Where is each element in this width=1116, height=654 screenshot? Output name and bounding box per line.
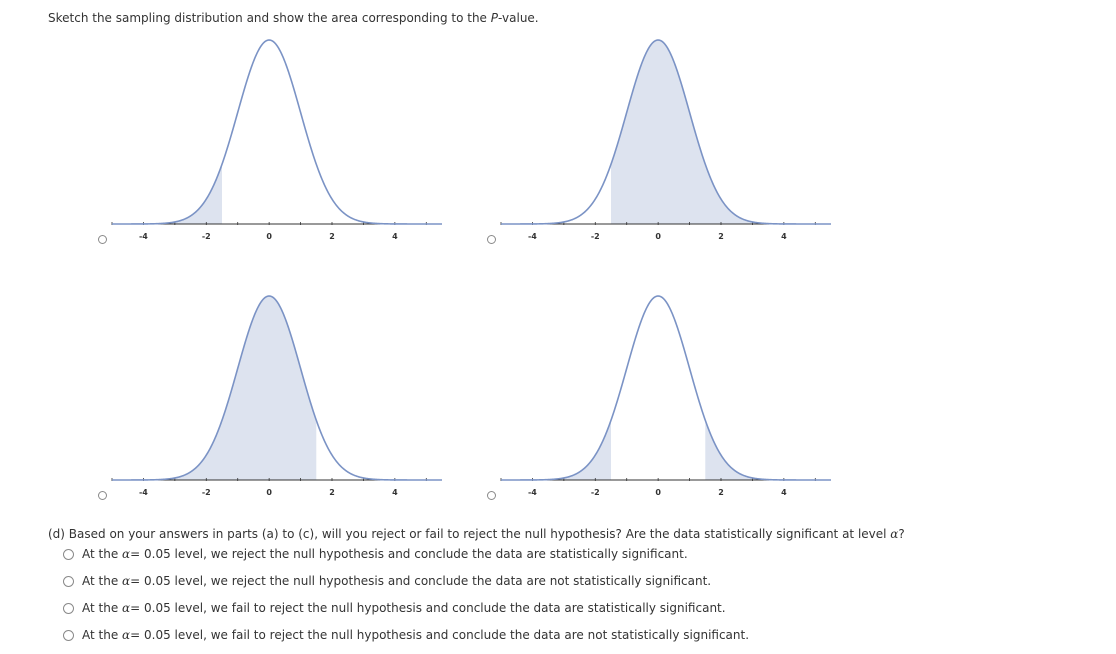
option-text-pre: At the (82, 628, 119, 642)
option-alpha: α (122, 601, 131, 615)
graph-option-b-radio[interactable] (487, 235, 496, 244)
option-text-pre: At the (82, 601, 119, 615)
option-text-post: = 0.05 level, we fail to reject the null… (130, 601, 726, 615)
question-d: (d) Based on your answers in parts (a) t… (48, 527, 905, 541)
tick-label: -4 (139, 488, 148, 497)
tick-label: 4 (392, 488, 398, 497)
answer-option-2[interactable]: At the α = 0.05 level, we reject the nul… (63, 574, 711, 588)
instruction-prefix: Sketch the sampling distribution and sho… (48, 11, 491, 25)
shaded-area (611, 40, 831, 224)
tick-label: -2 (591, 232, 600, 241)
tick-label: -4 (139, 232, 148, 241)
tick-label: 0 (266, 232, 272, 241)
question-end: ? (898, 527, 905, 541)
shaded-area (501, 420, 611, 480)
shaded-area (112, 296, 317, 480)
tick-label: -2 (202, 232, 211, 241)
shaded-area (705, 420, 831, 480)
graph-option-c-radio[interactable] (98, 491, 107, 500)
option-text-post: = 0.05 level, we reject the null hypothe… (130, 547, 688, 561)
answer-radio-1[interactable] (63, 548, 74, 560)
tick-label: 4 (781, 488, 787, 497)
tick-label: -4 (528, 488, 537, 497)
tick-label: 0 (266, 488, 272, 497)
shaded-area (112, 164, 222, 224)
tick-label: 4 (781, 232, 787, 241)
option-text-pre: At the (82, 547, 119, 561)
tick-label: 2 (329, 488, 335, 497)
distribution-graph-a: -4 -2 0 2 4 (111, 39, 442, 241)
answer-radio-2[interactable] (63, 575, 74, 587)
option-alpha: α (122, 628, 131, 642)
tick-label: 2 (329, 232, 335, 241)
question-text: (d) Based on your answers in parts (a) t… (48, 527, 891, 541)
instruction-suffix: -value. (498, 11, 539, 25)
answer-option-3[interactable]: At the α = 0.05 level, we fail to reject… (63, 601, 726, 615)
tick-label: -2 (591, 488, 600, 497)
tick-label: 4 (392, 232, 398, 241)
graph-option-d-radio[interactable] (487, 491, 496, 500)
answer-option-1[interactable]: At the α = 0.05 level, we reject the nul… (63, 547, 688, 561)
normal-curve (501, 39, 831, 225)
option-text-post: = 0.05 level, we fail to reject the null… (130, 628, 750, 642)
distribution-graph-c: -4 -2 0 2 4 (111, 295, 442, 497)
tick-label: 0 (655, 232, 661, 241)
tick-label: 0 (655, 488, 661, 497)
instruction-p-variable: P (490, 11, 499, 25)
question-alpha: α (890, 527, 899, 541)
option-text-pre: At the (82, 574, 119, 588)
option-alpha: α (122, 547, 131, 561)
answer-radio-4[interactable] (63, 629, 74, 641)
normal-curve (112, 39, 442, 225)
answer-option-4[interactable]: At the α = 0.05 level, we fail to reject… (63, 628, 749, 642)
distribution-graph-d: -4 -2 0 2 4 (500, 295, 831, 497)
instruction-text: Sketch the sampling distribution and sho… (48, 11, 539, 25)
distribution-graph-b: -4 -2 0 2 4 (500, 39, 831, 241)
tick-label: 2 (718, 488, 724, 497)
normal-curve (501, 295, 831, 481)
option-alpha: α (122, 574, 131, 588)
tick-label: 2 (718, 232, 724, 241)
graph-option-a-radio[interactable] (98, 235, 107, 244)
answer-radio-3[interactable] (63, 602, 74, 614)
normal-curve (112, 295, 442, 481)
option-text-post: = 0.05 level, we reject the null hypothe… (130, 574, 712, 588)
tick-label: -2 (202, 488, 211, 497)
tick-label: -4 (528, 232, 537, 241)
